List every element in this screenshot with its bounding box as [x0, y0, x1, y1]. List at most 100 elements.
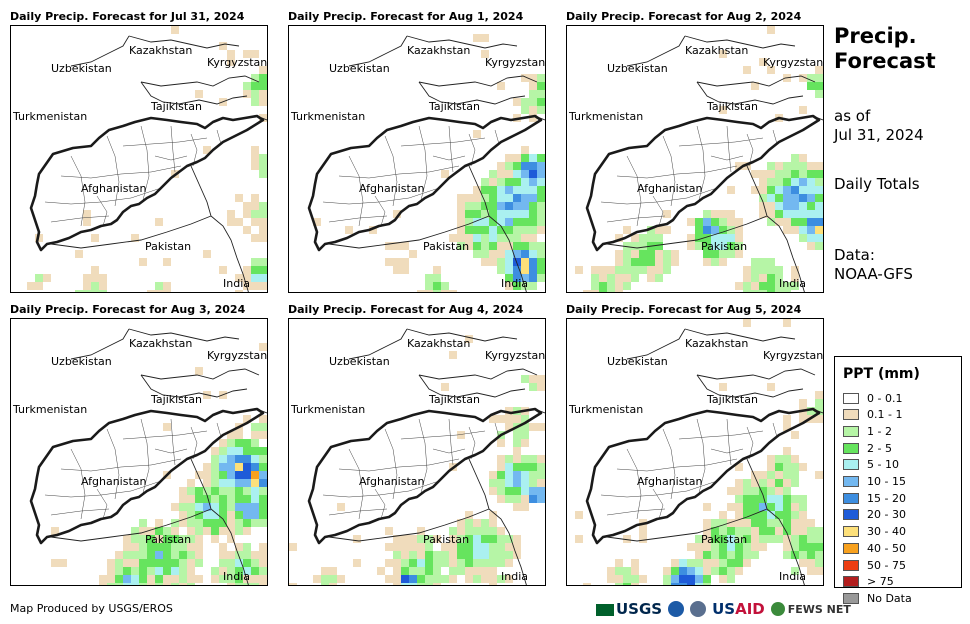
country-boundary: [468, 165, 490, 217]
province-boundary: [122, 430, 208, 440]
map-svg: Kazakhstan Uzbekistan Kyrgyzstan Tajikistan…: [289, 328, 545, 585]
forecast-map: Kazakhstan Uzbekistan Kyrgyzstan Tajikistan…: [10, 318, 268, 586]
country-label-kyrgyzstan: Kyrgyzstan: [207, 56, 267, 69]
province-boundary: [606, 508, 666, 516]
province-boundary: [418, 125, 428, 201]
country-label-uzbekistan: Uzbekistan: [51, 355, 112, 368]
legend-label: 30 - 40: [867, 525, 906, 539]
province-boundary: [154, 448, 188, 454]
province-boundary: [746, 426, 754, 460]
panel-title: Daily Precip. Forecast for Aug 3, 2024: [10, 303, 246, 316]
province-boundary: [626, 448, 642, 520]
province-boundary: [432, 155, 466, 161]
province-boundary: [328, 508, 388, 516]
afghanistan-border: [29, 114, 265, 252]
country-boundary: [140, 368, 260, 380]
country-boundary: [128, 328, 240, 342]
afghanistan-border: [585, 114, 821, 252]
province-boundary: [50, 215, 110, 223]
country-boundary: [210, 508, 249, 585]
forecast-map: Kazakhstan Uzbekistan Kyrgyzstan Tajikistan…: [288, 25, 546, 293]
country-label-india: India: [779, 277, 806, 290]
country-label-india: India: [779, 570, 806, 583]
province-boundary: [384, 428, 398, 500]
legend-label: 20 - 30: [867, 508, 906, 522]
province-boundary: [70, 155, 86, 227]
country-label-kazakhstan: Kazakhstan: [129, 44, 192, 57]
country-label-pakistan: Pakistan: [701, 240, 747, 253]
country-label-turkmenistan: Turkmenistan: [12, 110, 87, 123]
province-boundary: [448, 418, 454, 466]
country-boundary: [190, 165, 212, 217]
forecast-map: Kazakhstan Uzbekistan Kyrgyzstan Tajikistan…: [566, 25, 824, 293]
province-boundary: [652, 195, 664, 227]
country-boundary: [140, 75, 260, 87]
legend-label: 15 - 20: [867, 491, 906, 505]
province-boundary: [384, 135, 398, 207]
province-boundary: [96, 195, 108, 227]
country-boundary: [210, 215, 249, 292]
country-label-india: India: [501, 570, 528, 583]
agency-logos: USGS USAID FEWS NET: [596, 598, 851, 620]
as-of-label: as of: [834, 107, 871, 125]
country-boundary: [328, 508, 490, 542]
country-boundary: [626, 35, 686, 67]
province-boundary: [328, 215, 388, 223]
afghanistan-border: [29, 407, 265, 545]
province-boundary: [746, 133, 754, 167]
province-boundary: [140, 418, 150, 494]
country-label-kazakhstan: Kazakhstan: [685, 337, 748, 350]
country-boundary: [50, 508, 212, 542]
afghanistan-border: [307, 114, 543, 252]
province-boundary: [696, 125, 706, 201]
country-boundary: [70, 328, 130, 360]
country-label-uzbekistan: Uzbekistan: [329, 62, 390, 75]
country-boundary: [140, 81, 248, 105]
province-boundary: [710, 155, 744, 161]
country-label-afghanistan: Afghanistan: [359, 182, 425, 195]
country-label-uzbekistan: Uzbekistan: [607, 62, 668, 75]
noaa-logo-icon: [668, 601, 685, 617]
province-boundary: [170, 125, 176, 173]
province-boundary: [400, 430, 486, 440]
province-boundary: [106, 135, 120, 207]
province-boundary: [710, 448, 744, 454]
daily-totals-label: Daily Totals: [834, 175, 920, 193]
panel-title: Daily Precip. Forecast for Aug 5, 2024: [566, 303, 802, 316]
province-boundary: [652, 488, 664, 520]
province-boundary: [400, 137, 486, 147]
legend-item: 20 - 30: [843, 507, 906, 523]
province-boundary: [772, 129, 778, 145]
country-boundary: [348, 35, 408, 67]
legend-item: 1 - 2: [843, 423, 892, 439]
legend-label: 0.1 - 1: [867, 408, 903, 422]
map-svg: Kazakhstan Uzbekistan Kyrgyzstan Tajikistan…: [568, 319, 823, 585]
legend-item: No Data: [843, 590, 912, 606]
main-title: Precip. Forecast: [834, 24, 936, 74]
fews-net-logo: FEWS NET: [770, 602, 851, 616]
legend-item: 2 - 5: [843, 440, 892, 456]
province-boundary: [374, 488, 386, 520]
country-label-kyrgyzstan: Kyrgyzstan: [763, 349, 823, 362]
legend-label: 2 - 5: [867, 441, 892, 455]
afghanistan-border: [585, 407, 821, 545]
country-label-uzbekistan: Uzbekistan: [51, 62, 112, 75]
country-label-afghanistan: Afghanistan: [81, 475, 147, 488]
map-svg: Kazakhstan Uzbekistan Kyrgyzstan Tajikistan…: [12, 328, 267, 585]
country-label-uzbekistan: Uzbekistan: [607, 355, 668, 368]
province-boundary: [772, 422, 778, 438]
country-label-pakistan: Pakistan: [145, 533, 191, 546]
country-label-kazakhstan: Kazakhstan: [129, 337, 192, 350]
country-label-afghanistan: Afghanistan: [637, 182, 703, 195]
usgs-mark-icon: [596, 603, 614, 616]
legend-swatch: [843, 592, 859, 604]
country-boundary: [418, 81, 526, 105]
legend-swatch: [843, 526, 859, 538]
country-label-india: India: [223, 570, 250, 583]
province-boundary: [348, 448, 364, 520]
usaid-logo: USAID: [712, 600, 765, 618]
afghanistan-border: [307, 407, 543, 545]
country-label-afghanistan: Afghanistan: [81, 182, 147, 195]
province-boundary: [468, 426, 476, 460]
country-boundary: [696, 75, 816, 87]
